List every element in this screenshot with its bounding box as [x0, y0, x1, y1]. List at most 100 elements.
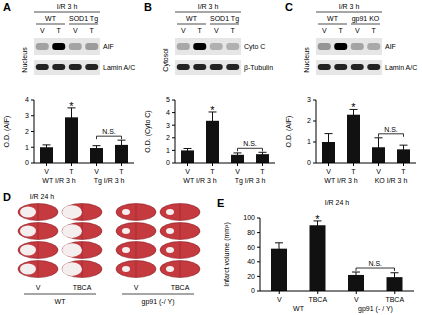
- svg-text:TBCA: TBCA: [171, 284, 190, 291]
- svg-text:*: *: [69, 100, 74, 112]
- svg-text:TBCA: TBCA: [73, 284, 92, 291]
- svg-text:4: 4: [25, 96, 29, 103]
- svg-text:WT: WT: [293, 305, 305, 312]
- svg-text:2: 2: [307, 117, 311, 124]
- svg-text:V: V: [44, 168, 49, 175]
- svg-text:Cytosol: Cytosol: [162, 48, 170, 72]
- svg-text:Lamin A/C: Lamin A/C: [103, 64, 135, 71]
- svg-text:V: V: [134, 284, 139, 291]
- svg-text:V: V: [214, 27, 219, 34]
- svg-text:T: T: [351, 168, 356, 175]
- svg-text:O.D. (Cyto C): O.D. (Cyto C): [144, 110, 152, 152]
- svg-text:V: V: [277, 296, 282, 303]
- svg-text:60: 60: [247, 244, 255, 251]
- svg-text:3: 3: [166, 122, 170, 129]
- svg-text:WT I/R 3 h: WT I/R 3 h: [42, 177, 75, 184]
- svg-text:WT: WT: [45, 15, 57, 22]
- svg-text:3: 3: [25, 112, 29, 119]
- svg-text:0: 0: [307, 159, 311, 166]
- svg-text:TBCA: TBCA: [385, 296, 404, 303]
- svg-text:SOD1 Tg: SOD1 Tg: [69, 15, 98, 23]
- svg-text:T: T: [401, 168, 406, 175]
- svg-text:V: V: [322, 27, 327, 34]
- svg-text:N.S.: N.S.: [102, 128, 116, 135]
- svg-text:WT I/R 3 h: WT I/R 3 h: [183, 177, 216, 184]
- svg-text:I/R 3 h: I/R 3 h: [57, 3, 78, 10]
- svg-text:3: 3: [307, 96, 311, 103]
- svg-text:gp91 (- / Y): gp91 (- / Y): [358, 305, 393, 313]
- svg-text:1: 1: [307, 138, 311, 145]
- svg-text:T: T: [260, 168, 265, 175]
- svg-text:T: T: [339, 27, 344, 34]
- svg-text:V: V: [94, 168, 99, 175]
- svg-text:Cyto C: Cyto C: [244, 43, 265, 51]
- svg-text:T: T: [57, 27, 62, 34]
- svg-text:KO I/R 3 h: KO I/R 3 h: [375, 177, 408, 184]
- svg-text:AIF: AIF: [103, 43, 114, 50]
- svg-text:4: 4: [166, 109, 170, 116]
- svg-text:V: V: [326, 168, 331, 175]
- svg-text:20: 20: [247, 273, 255, 280]
- svg-text:0: 0: [166, 159, 170, 166]
- svg-text:TBCA: TBCA: [308, 296, 327, 303]
- svg-text:T: T: [69, 168, 74, 175]
- svg-text:V: V: [376, 168, 381, 175]
- svg-text:0: 0: [25, 159, 29, 166]
- svg-text:N.S.: N.S.: [243, 140, 257, 147]
- svg-text:SOD1 Tg: SOD1 Tg: [210, 15, 239, 23]
- svg-text:D: D: [3, 191, 11, 203]
- svg-text:2: 2: [166, 134, 170, 141]
- svg-text:T: T: [90, 27, 95, 34]
- svg-text:O.D. (AIF): O.D. (AIF): [3, 116, 11, 148]
- svg-text:V: V: [36, 284, 41, 291]
- svg-text:*: *: [210, 104, 215, 116]
- svg-text:Nucleus: Nucleus: [303, 47, 310, 73]
- svg-text:V: V: [235, 168, 240, 175]
- svg-text:N.S.: N.S.: [368, 260, 382, 267]
- svg-text:β-Tubulin: β-Tubulin: [244, 64, 273, 72]
- svg-text:5: 5: [166, 96, 170, 103]
- svg-text:WT I/R 3 h: WT I/R 3 h: [324, 177, 357, 184]
- svg-text:V: V: [181, 27, 186, 34]
- svg-text:WT: WT: [55, 298, 67, 305]
- svg-text:V: V: [40, 27, 45, 34]
- svg-text:Infarct volume (mm³): Infarct volume (mm³): [223, 222, 231, 287]
- svg-text:T: T: [210, 168, 215, 175]
- svg-text:C: C: [285, 1, 293, 13]
- svg-text:T: T: [119, 168, 124, 175]
- svg-text:T: T: [198, 27, 203, 34]
- svg-text:A: A: [3, 1, 11, 13]
- svg-text:O.D. (AIF): O.D. (AIF): [285, 116, 293, 148]
- svg-text:Tg I/R 3 h: Tg I/R 3 h: [94, 177, 125, 185]
- svg-text:N.S.: N.S.: [384, 126, 398, 133]
- svg-text:0: 0: [251, 287, 255, 294]
- svg-text:*: *: [351, 101, 356, 113]
- svg-text:I/R 24 h: I/R 24 h: [30, 193, 55, 200]
- svg-text:80: 80: [247, 229, 255, 236]
- svg-text:Tg I/R 3 h: Tg I/R 3 h: [235, 177, 266, 185]
- svg-text:WT: WT: [327, 15, 339, 22]
- svg-text:V: V: [355, 27, 360, 34]
- svg-text:*: *: [315, 213, 320, 225]
- svg-text:AIF: AIF: [385, 43, 396, 50]
- svg-text:T: T: [372, 27, 377, 34]
- svg-text:T: T: [231, 27, 236, 34]
- svg-text:V: V: [185, 168, 190, 175]
- svg-text:1: 1: [166, 147, 170, 154]
- svg-text:1: 1: [25, 144, 29, 151]
- svg-text:2: 2: [25, 128, 29, 135]
- svg-text:E: E: [217, 197, 224, 209]
- svg-text:gp91 (-/ Y): gp91 (-/ Y): [142, 298, 175, 306]
- svg-text:100: 100: [243, 214, 255, 221]
- svg-text:gp91 KO: gp91 KO: [352, 15, 380, 23]
- svg-text:40: 40: [247, 258, 255, 265]
- svg-text:B: B: [144, 1, 152, 13]
- svg-text:V: V: [354, 296, 359, 303]
- svg-text:I/R 24 h: I/R 24 h: [325, 199, 350, 206]
- svg-text:I/R 3 h: I/R 3 h: [198, 3, 219, 10]
- svg-text:WT: WT: [186, 15, 198, 22]
- svg-text:Nucleus: Nucleus: [21, 47, 28, 73]
- svg-text:V: V: [73, 27, 78, 34]
- svg-text:I/R 3 h: I/R 3 h: [339, 3, 360, 10]
- svg-text:Lamin A/C: Lamin A/C: [385, 64, 417, 71]
